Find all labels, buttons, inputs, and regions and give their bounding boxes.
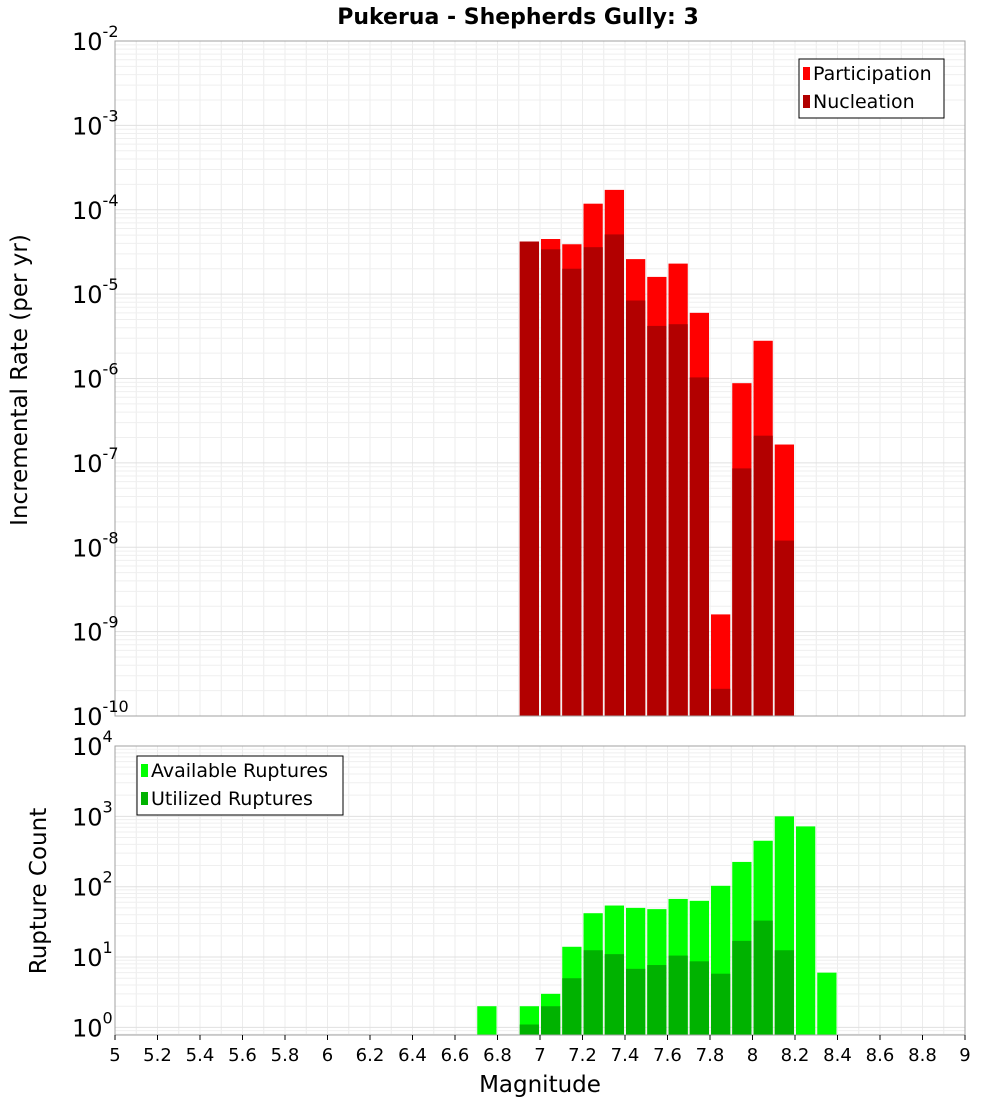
x-axis-label: Magnitude [479,1072,601,1098]
bottom-ytick-label: 101 [72,938,113,972]
bottom-ytick-label: 103 [72,797,113,831]
bottom-bar-a [817,972,837,1035]
bottom-bar-b [711,973,731,1035]
bottom-bar-b [583,950,603,1035]
bottom-bar-b [732,940,752,1035]
bottom-bar-b [562,978,582,1035]
top-ytick-label: 10-8 [72,528,119,562]
bottom-bar-b [753,920,773,1035]
top-bar-b [583,247,603,716]
top-bar-b [753,435,773,716]
bottom-bar-a [796,826,816,1035]
xtick-label: 8.6 [866,1045,895,1066]
top-bar-b [562,268,582,716]
top-plot: 10-10 10-9 10-8 10-7 10-6 10-5 10-4 10-3 10-2 Par… [72,22,966,731]
top-legend: Participation Nucleation [798,58,945,119]
top-bar-b [732,468,752,716]
bottom-ytick-label: 102 [72,868,113,902]
xtick-label: 7.8 [696,1045,725,1066]
top-legend-box [798,58,945,119]
top-legend-label: Nucleation [813,91,915,113]
top-bar-b [774,540,794,716]
bottom-bar-b [647,965,667,1035]
bottom-bar-b [668,955,688,1035]
top-ytick-label: 10-6 [72,360,119,394]
xtick-label: 6 [322,1045,333,1066]
top-ytick-label: 10-7 [72,444,119,478]
xtick-label: 6.6 [441,1045,470,1066]
xtick-label: 6.4 [398,1045,427,1066]
xtick-label: 5.2 [143,1045,172,1066]
top-ytick-label: 10-3 [72,106,119,140]
xtick-label: 5.8 [271,1045,300,1066]
bottom-bar-b [774,950,794,1035]
xtick-label: 9 [959,1045,970,1066]
top-bar-b [541,249,561,716]
top-bar-b [626,300,646,716]
bottom-legend-label: Utilized Ruptures [151,788,313,810]
top-ytick-label: 10-4 [72,191,119,225]
top-ytick-label: 10-10 [72,697,129,731]
bottom-ytick-label: 104 [72,727,113,761]
bottom-bar-b [604,954,624,1035]
xtick-label: 7.6 [653,1045,682,1066]
bottom-legend-box [136,755,344,816]
top-bar-b [647,325,667,716]
top-bar-b [668,324,688,716]
bottom-bar-b [541,1006,561,1035]
top-bar-b [711,688,731,716]
bottom-bar-b [626,968,646,1035]
bottom-bar-b [519,1024,539,1035]
xtick-label: 5 [109,1045,120,1066]
xtick-label: 6.8 [483,1045,512,1066]
top-bar-b [689,377,709,716]
xtick-label: 5.6 [228,1045,257,1066]
bottom-plot: 100 101 102 103 104 5 5.2 5.4 5.6 5.8 6 6.2 6.4 6.6 6.… [72,727,971,1066]
top-plot-frame [114,40,966,717]
top-ylabel: Incremental Rate (per yr) [7,234,33,526]
xtick-label: 7.2 [568,1045,597,1066]
top-ytick-label: 10-2 [72,22,119,56]
xtick-label: 8.8 [908,1045,937,1066]
bottom-ylabel: Rupture Count [26,808,52,974]
xtick-label: 7 [534,1045,545,1066]
xtick-label: 7.4 [611,1045,640,1066]
bottom-legend-label: Available Ruptures [151,760,328,782]
top-bar-b [519,241,539,717]
top-ytick-label: 10-5 [72,275,119,309]
xtick-label: 8.4 [823,1045,852,1066]
bottom-legend: Available Ruptures Utilized Ruptures [136,755,344,816]
xtick-label: 6.2 [356,1045,385,1066]
bottom-legend-swatch [141,792,148,805]
xtick-label: 8.2 [781,1045,810,1066]
chart-title: Pukerua - Shepherds Gully: 3 [337,5,699,30]
xtick-label: 5.4 [186,1045,215,1066]
top-ytick-label: 10-9 [72,613,119,647]
bottom-ytick-label: 100 [72,1008,113,1042]
xtick-label: 8 [747,1045,758,1066]
top-legend-label: Participation [813,63,932,85]
bottom-bar-b [689,961,709,1035]
bottom-legend-swatch [141,764,148,777]
top-legend-swatch [803,67,810,80]
top-bar-b [604,234,624,716]
top-legend-swatch [803,95,810,108]
bottom-bar-a [477,1006,497,1035]
